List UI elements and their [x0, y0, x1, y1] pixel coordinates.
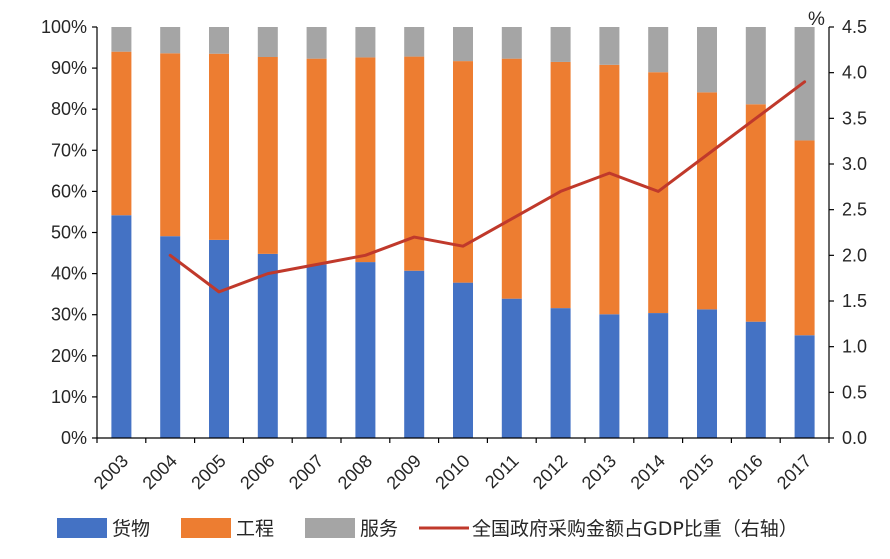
line-series-gdp-share	[168, 80, 807, 294]
y-left-tick-label: 90%	[51, 58, 87, 78]
y-right-tick-label: 4.0	[842, 63, 867, 83]
legend-label: 服务	[360, 518, 398, 540]
y-right-tick-label: 1.5	[842, 291, 867, 311]
x-tick-label: 2015	[675, 451, 717, 493]
y-left-tick-label: 10%	[51, 387, 87, 407]
bar-服务-2009	[404, 27, 425, 57]
bar-工程-2004	[160, 53, 181, 237]
bar-货物-2005	[209, 239, 229, 438]
bar-工程-2017	[794, 140, 815, 336]
bar-服务-2015	[697, 27, 717, 93]
x-tick-label: 2005	[187, 451, 229, 493]
bar-服务-2013	[599, 27, 620, 65]
bar-货物-2011	[501, 298, 522, 438]
x-tick-label: 2004	[139, 451, 181, 493]
bar-工程-2007	[306, 58, 327, 265]
x-tick-label: 2010	[431, 451, 473, 493]
x-tick-label: 2016	[724, 451, 766, 493]
y-left-tick-label: 0%	[61, 428, 87, 448]
bar-货物-2009	[404, 270, 425, 438]
x-tick-label: 2009	[383, 451, 425, 493]
bar-服务-2017	[794, 27, 815, 141]
bar-服务-2007	[306, 27, 327, 59]
bar-货物-2007	[306, 264, 327, 438]
legend-swatch	[305, 518, 355, 538]
bar-工程-2003	[111, 51, 132, 216]
x-tick-label: 2014	[627, 451, 669, 493]
legend-swatch	[57, 518, 107, 538]
bar-工程-2016	[745, 104, 766, 322]
bar-货物-2012	[550, 308, 571, 438]
y-left-tick-label: 50%	[51, 223, 87, 243]
bar-货物-2014	[648, 313, 669, 438]
y-right-tick-label: 1.0	[842, 337, 867, 357]
bar-服务-2011	[501, 27, 522, 59]
bar-服务-2014	[648, 27, 669, 73]
y-right-unit: %	[808, 9, 825, 30]
bar-货物-2016	[745, 321, 766, 438]
y-left-tick-label: 70%	[51, 140, 87, 160]
bar-货物-2015	[697, 309, 717, 438]
bar-服务-2010	[453, 27, 473, 62]
x-tick-label: 2007	[285, 451, 327, 493]
y-right-tick-label: 3.5	[842, 108, 867, 128]
bar-货物-2013	[599, 314, 620, 438]
bar-货物-2010	[453, 282, 473, 438]
bar-工程-2009	[404, 56, 425, 271]
bar-工程-2005	[209, 53, 229, 240]
y-left-tick-label: 80%	[51, 99, 87, 119]
x-tick-label: 2011	[481, 451, 523, 493]
bar-货物-2006	[257, 253, 278, 438]
y-left-tick-label: 100%	[41, 17, 87, 37]
y-right-tick-label: 0.5	[842, 382, 867, 402]
y-right-tick-label: 3.0	[842, 154, 867, 174]
bar-货物-2017	[794, 335, 815, 438]
x-tick-label: 2013	[578, 451, 620, 493]
bar-工程-2006	[257, 57, 278, 254]
x-tick-label: 2003	[90, 451, 132, 493]
bar-工程-2010	[453, 61, 473, 283]
bar-服务-2005	[209, 27, 229, 54]
x-tick-label: 2012	[529, 451, 571, 493]
bars-layer	[111, 27, 815, 438]
bar-工程-2015	[697, 92, 717, 310]
y-left-tick-label: 40%	[51, 264, 87, 284]
y-right-tick-label: 0.0	[842, 428, 867, 448]
x-tick-label: 2008	[334, 451, 376, 493]
y-left-tick-label: 20%	[51, 346, 87, 366]
bar-服务-2004	[160, 27, 181, 54]
legend-label: 货物	[112, 518, 150, 540]
bar-工程-2011	[501, 58, 522, 299]
bar-货物-2003	[111, 215, 132, 438]
y-left-tick-label: 60%	[51, 181, 87, 201]
bar-货物-2004	[160, 236, 181, 438]
bar-服务-2003	[111, 27, 132, 52]
legend: 货物 工程 服务 全国政府采购金额占GDP比重（右轴）	[57, 518, 798, 540]
bar-服务-2016	[745, 27, 766, 105]
y-right-tick-label: 4.5	[842, 17, 867, 37]
y-right-tick-label: 2.0	[842, 245, 867, 265]
legend-label: 工程	[236, 518, 274, 540]
bar-工程-2013	[599, 64, 620, 315]
legend-label: 全国政府采购金额占GDP比重（右轴）	[472, 518, 798, 540]
bar-工程-2008	[355, 57, 376, 263]
y-left-tick-label: 30%	[51, 305, 87, 325]
line-layer	[168, 80, 807, 294]
x-tick-label: 2006	[236, 451, 278, 493]
x-tick-label: 2017	[773, 451, 815, 493]
y-right-tick-label: 2.5	[842, 200, 867, 220]
bar-货物-2008	[355, 262, 376, 438]
legend-swatch	[181, 518, 231, 538]
bar-服务-2012	[550, 27, 571, 62]
bar-服务-2008	[355, 27, 376, 58]
bar-工程-2012	[550, 61, 571, 309]
bar-服务-2006	[257, 27, 278, 57]
